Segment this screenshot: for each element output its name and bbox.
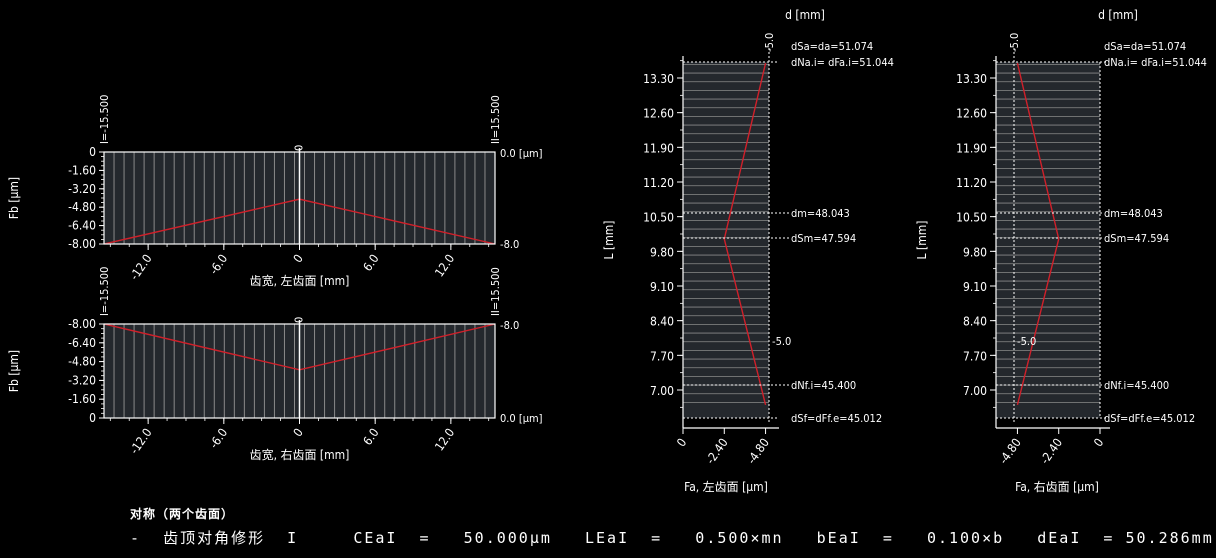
- annotation-dsf: dSf=dFf.e=45.012: [791, 412, 882, 425]
- annotation-dsm: dSm=47.594: [1104, 232, 1169, 245]
- x-tick-label: -4.80: [745, 436, 773, 467]
- top-limit-label: -5.0: [1008, 33, 1021, 52]
- y-axis-title: L [mm]: [915, 221, 929, 260]
- diameter-title: d [mm]: [785, 8, 825, 22]
- modification-curve: [723, 62, 767, 406]
- y-tick-label: 9.80: [650, 245, 674, 259]
- y-tick-label: 0: [89, 145, 96, 159]
- mid-limit-label: -5.0: [1017, 335, 1036, 348]
- y-tick-label: -8.00: [68, 317, 96, 331]
- annotation-dsa: dSa=da=51.074: [1104, 40, 1186, 53]
- y-tick-label: 13.30: [643, 72, 674, 86]
- x-tick-label: -6.0: [207, 252, 231, 277]
- plot-area: [996, 62, 1100, 418]
- y-tick-label: 7.70: [650, 349, 674, 363]
- footer-modification-line: - 齿顶对角修形 I CEaI = 50.000μm LEaI = 0.500×…: [130, 529, 1214, 547]
- x-tick-label: -4.80: [996, 436, 1024, 467]
- x-tick-label: 12.0: [432, 252, 457, 280]
- x-tick-label: -12.0: [127, 426, 155, 457]
- annotation-dsf: dSf=dFf.e=45.012: [1104, 412, 1195, 425]
- center-zero-label: 0: [293, 317, 306, 323]
- x-tick-label: 0: [291, 426, 306, 440]
- annotation-dnf: dNf.i=45.400: [1104, 379, 1169, 392]
- y-axis-title: Fb [μm]: [7, 177, 21, 219]
- y-tick-label: 12.60: [956, 107, 987, 121]
- top-limit-label: -5.0: [763, 33, 776, 52]
- y-tick-label: -3.20: [68, 373, 96, 387]
- x-axis-title: Fa, 左齿面 [μm]: [684, 479, 768, 494]
- y-tick-label: 0: [89, 411, 96, 425]
- x-tick-label: 0: [674, 436, 689, 450]
- x-tick-label: -2.40: [703, 436, 731, 467]
- y-tick-label: -6.40: [68, 219, 96, 233]
- y-tick-label: 7.70: [963, 349, 987, 363]
- y-tick-label: -8.00: [68, 237, 96, 251]
- y-tick-label: -4.80: [68, 355, 96, 369]
- annotation-dm: dm=48.043: [1104, 207, 1163, 220]
- y-tick-label: 9.10: [963, 280, 987, 294]
- y-tick-label: 11.90: [956, 141, 987, 155]
- y-tick-label: 10.50: [643, 211, 674, 225]
- x-tick-label: 0: [291, 252, 306, 266]
- x-tick-label: 6.0: [360, 252, 381, 274]
- y-axis-title: Fb [μm]: [7, 350, 21, 392]
- bottom-right-label: -8.0: [500, 238, 519, 251]
- modification-curve: [1016, 62, 1060, 406]
- y-tick-label: 9.80: [963, 245, 987, 259]
- x-axis-title: Fa, 右齿面 [μm]: [1015, 479, 1099, 494]
- y-tick-label: -1.60: [68, 392, 96, 406]
- annotation-dna: dNa.i= dFa.i=51.044: [1104, 56, 1207, 69]
- y-tick-label: 12.60: [643, 107, 674, 121]
- x-tick-label: -12.0: [127, 252, 155, 283]
- footer-title: 对称（两个齿面）: [130, 507, 235, 521]
- annotation-dm: dm=48.043: [791, 207, 850, 220]
- x-tick-label: -6.0: [207, 426, 231, 451]
- x-tick-label: 12.0: [432, 426, 457, 454]
- mid-limit-label: -5.0: [772, 335, 791, 348]
- y-axis-title: L [mm]: [602, 221, 616, 260]
- top-right-label: -8.0: [500, 319, 519, 332]
- y-tick-label: 8.40: [650, 315, 674, 329]
- y-tick-label: 11.20: [956, 176, 987, 190]
- annotation-dsa: dSa=da=51.074: [791, 40, 873, 53]
- x-axis-title: 齿宽, 左齿面 [mm]: [250, 273, 350, 288]
- y-tick-label: 8.40: [963, 315, 987, 329]
- top-right-label: 0.0 [μm]: [500, 147, 543, 160]
- y-tick-label: 7.00: [963, 384, 987, 398]
- y-tick-label: 13.30: [956, 72, 987, 86]
- y-tick-label: -4.80: [68, 200, 96, 214]
- x-axis-title: 齿宽, 右齿面 [mm]: [250, 447, 350, 462]
- y-tick-label: -1.60: [68, 163, 96, 177]
- y-tick-label: 7.00: [650, 384, 674, 398]
- y-tick-label: 11.90: [643, 141, 674, 155]
- x-tick-label: 6.0: [360, 426, 381, 448]
- bottom-right-label: 0.0 [μm]: [500, 412, 543, 425]
- annotation-dsm: dSm=47.594: [791, 232, 856, 245]
- annotation-dna: dNa.i= dFa.i=51.044: [791, 56, 894, 69]
- annotation-dnf: dNf.i=45.400: [791, 379, 856, 392]
- left-limit-label: I=-15.500: [98, 95, 111, 144]
- y-tick-label: 10.50: [956, 211, 987, 225]
- x-tick-label: -2.40: [1038, 436, 1066, 467]
- x-tick-label: 0: [1091, 436, 1106, 450]
- right-limit-label: II=15.500: [489, 267, 502, 316]
- right-limit-label: II=15.500: [489, 95, 502, 144]
- left-limit-label: I=-15.500: [98, 267, 111, 316]
- y-tick-label: 11.20: [643, 176, 674, 190]
- y-tick-label: -3.20: [68, 182, 96, 196]
- y-tick-label: 9.10: [650, 280, 674, 294]
- diameter-title: d [mm]: [1098, 8, 1138, 22]
- y-tick-label: -6.40: [68, 336, 96, 350]
- center-zero-label: 0: [293, 145, 306, 151]
